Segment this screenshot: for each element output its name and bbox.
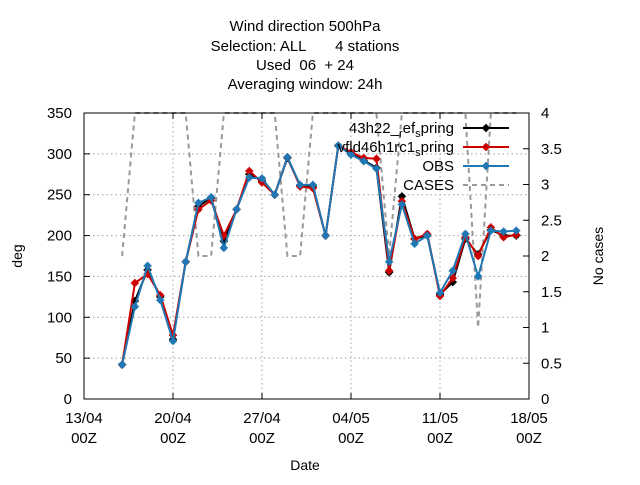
legend-label: OBS [422, 158, 454, 175]
y-axis-ticks: 0 50 100 150 200 250 300 350 [47, 105, 90, 408]
data-point-cross [461, 229, 470, 238]
legend-entry: vfld46h1rc1spring [338, 139, 509, 159]
legend-entry: CASES [403, 177, 509, 194]
data-point-cross [448, 266, 457, 275]
series-vfld46h1rc1_spring [118, 141, 521, 369]
title-line-4: Averaging window: 24h [228, 76, 383, 93]
y-tick-label: 100 [47, 309, 72, 326]
data-point-cross [359, 157, 368, 166]
data-point-cross [130, 302, 139, 311]
data-point-cross [169, 336, 177, 345]
x-tick-sublabel: 00Z [249, 430, 275, 447]
data-point-cross [245, 173, 254, 182]
data-point-cross [207, 193, 216, 202]
data-point-cross [474, 272, 483, 281]
data-point-cross [499, 227, 508, 236]
legend-marker-cross [482, 143, 490, 151]
data-point-cross [232, 205, 241, 214]
data-point-cross [436, 288, 444, 297]
data-point-cross [308, 180, 317, 189]
x-tick-label: 20/04 [154, 410, 192, 427]
legend-entry: 43h22_refspring [349, 120, 509, 140]
data-point-cross [474, 252, 483, 260]
data-point-cross [410, 239, 419, 248]
legend-label: CASES [403, 177, 454, 194]
x-tick-sublabel: 00Z [427, 430, 453, 447]
x-axis-label: Date [290, 457, 320, 473]
y2-tick-label: 3.5 [541, 141, 562, 158]
data-point-cross [372, 154, 381, 163]
x-tick-label: 27/04 [243, 410, 281, 427]
data-point-cross [486, 226, 495, 235]
x-tick-label: 18/05 [510, 410, 548, 427]
x-tick-sublabel: 00Z [516, 430, 542, 447]
series-line [121, 143, 517, 365]
y-tick-label: 350 [47, 105, 72, 122]
y-tick-label: 0 [64, 391, 72, 408]
plot-series [118, 112, 521, 369]
y-tick-label: 250 [47, 187, 72, 204]
data-point-cross [423, 231, 432, 240]
y2-tick-label: 1 [541, 320, 549, 337]
data-point-cross [130, 278, 139, 287]
data-point-cross [258, 174, 266, 183]
x-tick-label: 11/05 [422, 410, 458, 427]
data-point-cross [334, 141, 343, 150]
y2-tick-label: 0 [541, 391, 549, 408]
x-tick-sublabel: 00Z [160, 430, 186, 447]
plot-frame [83, 112, 530, 400]
legend-marker-cross [482, 162, 490, 170]
y2-tick-label: 4 [541, 105, 549, 122]
title-line-2: Selection: ALL 4 stations [211, 38, 400, 55]
data-point-cross [194, 198, 203, 207]
legend-label: vfld46h1rc1spring [338, 139, 454, 159]
y2-tick-label: 1.5 [541, 284, 562, 301]
title-line-3: Used 06 + 24 [256, 57, 354, 74]
legend-entry: OBS [422, 158, 509, 175]
x-tick-sublabel: 00Z [71, 430, 97, 447]
data-point-cross [156, 296, 165, 305]
y-tick-label: 150 [47, 268, 72, 285]
y-tick-label: 300 [47, 146, 72, 163]
y2-tick-label: 2.5 [541, 212, 562, 229]
data-point-cross [397, 200, 406, 209]
data-point-cross [385, 257, 394, 266]
data-point-cross [270, 190, 279, 199]
data-point-cross [219, 243, 228, 252]
title-line-1: Wind direction 500hPa [230, 18, 382, 35]
data-point-cross [372, 164, 381, 173]
data-point-cross [181, 257, 190, 266]
data-point-cross [347, 150, 355, 159]
y-axis-label: deg [9, 244, 25, 267]
data-point-cross [512, 226, 521, 235]
y2-tick-label: 0.5 [541, 355, 562, 372]
data-point-cross [448, 274, 457, 283]
data-point-cross [118, 360, 127, 369]
series-OBS [118, 141, 521, 369]
chart-title: Wind direction 500hPa Selection: ALL 4 s… [211, 18, 400, 93]
x-tick-label: 13/04 [65, 410, 103, 427]
y2-axis-label: No cases [590, 227, 606, 285]
y-tick-label: 200 [47, 228, 72, 245]
x-axis-ticks: 13/04 00Z 20/04 00Z 27/04 00Z 04/05 00Z 11/05 00Z… [65, 113, 548, 447]
legend-marker-cross [482, 124, 490, 132]
data-point-cross [321, 231, 330, 240]
x-tick-sublabel: 00Z [338, 430, 364, 447]
data-point-cross [296, 180, 305, 189]
y2-axis-ticks: 0 0.5 1 1.5 2 2.5 3 3.5 4 [523, 105, 562, 408]
data-point-cross [143, 261, 152, 270]
y2-tick-label: 3 [541, 177, 549, 194]
data-point-cross [283, 153, 292, 162]
legend-label: 43h22_refspring [349, 120, 454, 140]
y2-tick-label: 2 [541, 248, 549, 265]
y-tick-label: 50 [55, 350, 72, 367]
x-tick-label: 04/05 [332, 410, 370, 427]
data-point-cross [385, 266, 394, 275]
grid-lines [84, 113, 529, 399]
